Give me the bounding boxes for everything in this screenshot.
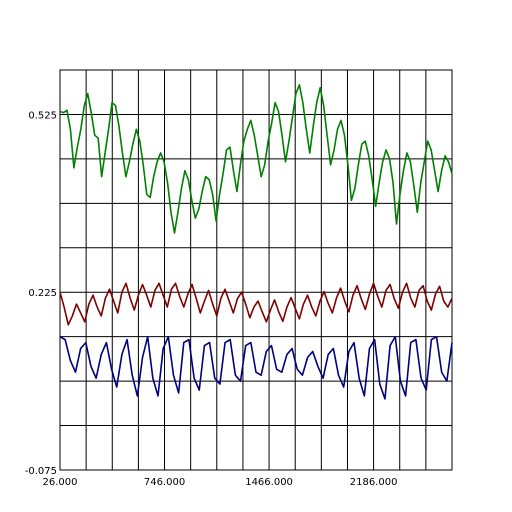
y-tick-label: 0.525 (28, 110, 57, 121)
grid (60, 70, 452, 470)
plot-area-border (59, 69, 453, 471)
x-tick-labels: 26.000 746.000 1466.000 2186.000 (43, 477, 398, 488)
series-line-1 (59, 84, 453, 234)
x-tick-label: 2186.000 (350, 477, 398, 488)
x-tick-label: 26.000 (43, 477, 78, 488)
y-tick-labels: -0.075 0.225 0.525 (25, 110, 57, 477)
y-tick-label: 0.225 (28, 288, 57, 299)
series-line-3 (59, 335, 453, 400)
y-tick-label: -0.075 (25, 466, 57, 477)
series-line-2 (59, 282, 453, 326)
series-layer (59, 84, 453, 400)
x-tick-label: 1466.000 (245, 477, 293, 488)
x-tick-label: 746.000 (144, 477, 185, 488)
